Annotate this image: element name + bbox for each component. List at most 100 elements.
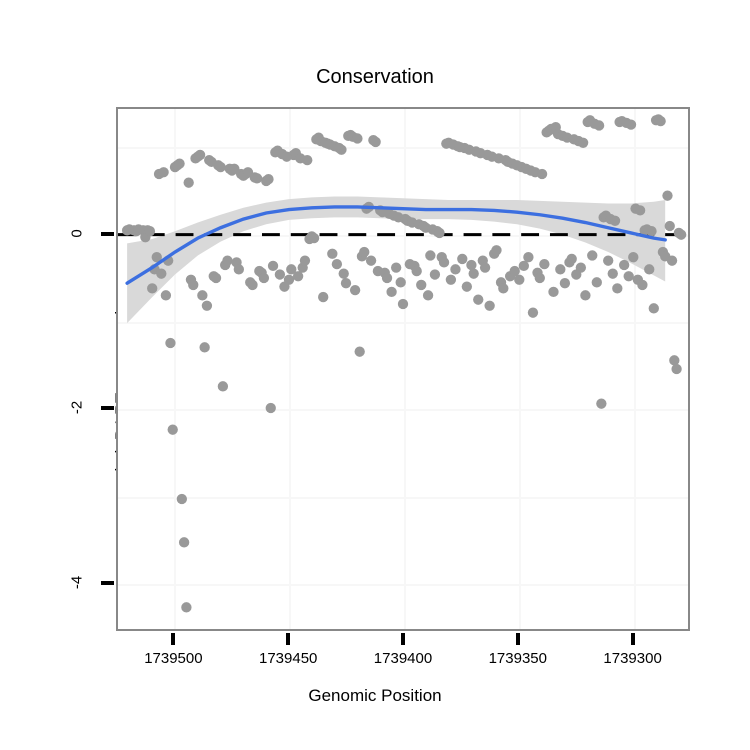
data-point xyxy=(331,258,343,270)
data-point xyxy=(648,303,659,314)
data-point xyxy=(609,215,621,226)
data-point xyxy=(352,133,363,144)
x-axis-tick xyxy=(286,633,291,645)
x-axis-tick xyxy=(401,633,405,645)
data-point xyxy=(178,537,190,548)
data-point xyxy=(194,149,206,161)
data-point xyxy=(233,264,245,275)
data-point xyxy=(566,253,577,265)
gridline-horizontal xyxy=(118,321,688,324)
gridline-horizontal xyxy=(118,147,688,150)
x-tick-label: 1739350 xyxy=(488,650,547,667)
data-point xyxy=(518,260,530,272)
ribbon-area xyxy=(127,196,666,324)
data-point xyxy=(491,245,502,256)
gridlines xyxy=(118,109,688,629)
data-point xyxy=(434,227,445,239)
data-point xyxy=(457,253,468,265)
data-point xyxy=(265,402,276,414)
data-point xyxy=(336,144,347,155)
data-point xyxy=(411,265,422,277)
data-point xyxy=(575,262,587,273)
y-axis-tick xyxy=(101,406,114,411)
loess-smooth-line xyxy=(125,205,667,285)
data-point xyxy=(644,264,655,275)
data-point xyxy=(201,300,213,311)
data-point xyxy=(479,262,491,273)
data-point xyxy=(302,154,313,166)
data-point xyxy=(267,260,279,272)
data-point xyxy=(354,346,365,357)
data-point xyxy=(144,226,156,237)
data-point xyxy=(591,277,602,288)
data-point xyxy=(607,268,618,279)
data-point xyxy=(628,252,639,263)
y-tick-label: 0 xyxy=(68,228,86,238)
data-point xyxy=(514,274,525,285)
data-point xyxy=(429,269,441,280)
data-point xyxy=(669,355,680,366)
data-point xyxy=(539,258,550,270)
data-point xyxy=(662,190,673,201)
y-axis-tick xyxy=(101,580,114,585)
data-point xyxy=(395,277,406,288)
data-point xyxy=(623,271,634,282)
data-point xyxy=(183,177,194,188)
data-point xyxy=(197,290,208,301)
data-point xyxy=(612,283,623,294)
data-point xyxy=(386,286,397,298)
data-point xyxy=(215,161,226,173)
data-point xyxy=(466,259,477,271)
data-point xyxy=(646,226,657,237)
data-point xyxy=(509,265,520,277)
data-point xyxy=(160,290,172,301)
data-point xyxy=(167,424,178,435)
data-point xyxy=(675,229,687,240)
data-point xyxy=(390,262,402,273)
plot-panel xyxy=(116,107,690,631)
data-point xyxy=(637,279,648,291)
data-point xyxy=(147,283,158,294)
data-point xyxy=(666,255,678,266)
data-point xyxy=(577,137,589,148)
data-point xyxy=(527,307,539,318)
data-point xyxy=(593,120,605,131)
gridline-vertical xyxy=(633,109,636,629)
data-point xyxy=(445,274,457,285)
y-axis-label-wrap: phyloP LRT conservation scores xyxy=(62,0,131,750)
data-point xyxy=(210,272,222,284)
data-point xyxy=(634,205,646,216)
data-point xyxy=(158,167,169,178)
x-axis-tick xyxy=(630,633,635,645)
data-point xyxy=(151,252,162,263)
data-point xyxy=(327,248,338,259)
data-point xyxy=(473,294,484,305)
x-tick-label: 1739400 xyxy=(373,650,433,667)
data-point xyxy=(308,232,320,244)
data-point xyxy=(174,158,185,169)
gridline-vertical xyxy=(404,109,406,629)
data-point xyxy=(484,300,495,311)
data-point xyxy=(425,250,436,261)
data-point xyxy=(286,264,297,275)
data-point xyxy=(283,274,295,285)
data-point xyxy=(671,363,682,375)
x-axis-label: Genomic Position xyxy=(308,686,442,705)
data-point xyxy=(181,602,192,613)
gridline-vertical xyxy=(518,109,521,629)
data-point xyxy=(534,272,545,284)
data-point xyxy=(498,283,509,294)
data-point xyxy=(299,255,311,266)
data-point xyxy=(318,291,329,303)
data-point xyxy=(416,279,427,291)
x-tick-label: 1739450 xyxy=(258,650,318,667)
data-point xyxy=(381,272,393,284)
data-point xyxy=(523,252,534,263)
gridline-horizontal xyxy=(118,496,688,499)
page-title: Conservation xyxy=(316,66,434,88)
data-point xyxy=(555,264,566,275)
data-point xyxy=(263,174,274,185)
data-point xyxy=(188,279,199,291)
gridline-vertical xyxy=(174,109,177,629)
